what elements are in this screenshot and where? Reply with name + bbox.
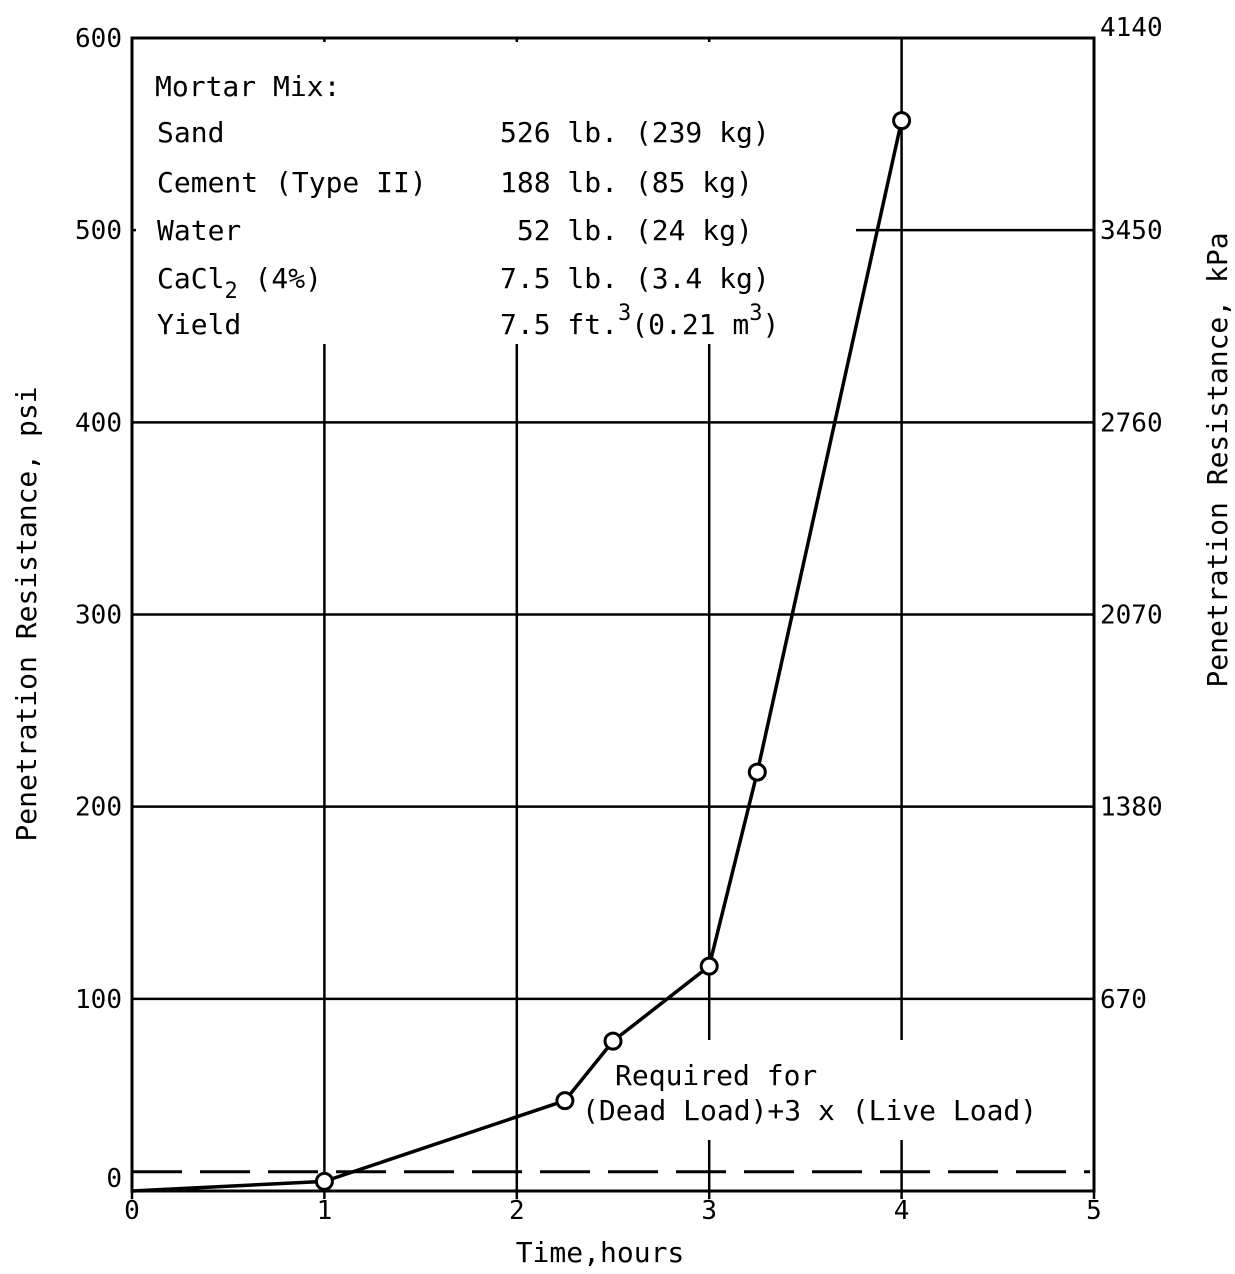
data-point <box>699 956 719 976</box>
data-point <box>555 1091 575 1111</box>
x-tick-label: 2 <box>509 1196 525 1226</box>
y-right-tick-label: 2760 <box>1100 408 1163 438</box>
y-left-tick-labels: 0 100 200 300 400 500 600 <box>75 24 122 1194</box>
mix-label-cacl-after: (4%) <box>238 262 322 295</box>
x-tick-label: 3 <box>701 1196 717 1226</box>
data-point <box>892 111 912 131</box>
yield-value-main: 7.5 ft. <box>500 308 618 341</box>
y-right-tick-label: 3450 <box>1100 216 1163 246</box>
y-right-tick-label: 1380 <box>1100 793 1163 823</box>
y-left-tick-label: 300 <box>75 601 122 631</box>
x-tick-label: 0 <box>124 1196 140 1226</box>
y-axis-label-right: Penetration Resistance, kPa <box>1201 232 1234 687</box>
mix-label-yield: Yield <box>157 308 241 341</box>
annotation-background <box>575 1040 1090 1140</box>
yield-sup-2: 3 <box>749 301 762 326</box>
mix-table-background <box>136 42 856 344</box>
mix-value-water: 52 lb. (24 kg) <box>500 214 753 247</box>
mix-label-cement: Cement (Type II) <box>157 166 427 199</box>
y-left-tick-label: 0 <box>106 1164 122 1194</box>
mix-label-sand: Sand <box>157 116 224 149</box>
annotation-required-line2: (Dead Load)+3 x (Live Load) <box>582 1094 1037 1127</box>
mix-label-cacl-sub: 2 <box>224 279 237 304</box>
data-point <box>603 1031 623 1051</box>
data-point <box>314 1171 334 1191</box>
y-left-tick-label: 200 <box>75 793 122 823</box>
x-tick-labels: 0 1 2 3 4 5 <box>124 1196 1102 1226</box>
y-left-tick-label: 600 <box>75 24 122 54</box>
yield-value-mid: (0.21 m <box>631 308 749 341</box>
y-right-tick-labels: 670 1380 2070 2760 3450 4140 <box>1100 13 1163 1015</box>
mix-value-yield: 7.5 ft.3(0.21 m3) <box>500 301 779 341</box>
series-markers <box>314 111 912 1191</box>
yield-sup-1: 3 <box>618 301 631 326</box>
x-tick-label: 4 <box>894 1196 910 1226</box>
mix-label-cacl: CaCl <box>157 262 224 295</box>
annotation-required-line1: Required for <box>615 1059 817 1092</box>
mix-label-water: Water <box>157 214 241 247</box>
x-axis-label: Time,hours <box>516 1236 685 1269</box>
mix-label-cacl2: CaCl2 (4%) <box>157 262 322 304</box>
mix-title: Mortar Mix: <box>155 70 340 103</box>
mix-value-sand: 526 lb. (239 kg) <box>500 116 770 149</box>
y-left-tick-label: 400 <box>75 408 122 438</box>
data-point <box>747 762 767 782</box>
mix-value-cacl2: 7.5 lb. (3.4 kg) <box>500 262 770 295</box>
mortar-mix-table: Mortar Mix: Sand 526 lb. (239 kg) Cement… <box>155 70 779 341</box>
y-right-tick-label: 2070 <box>1100 601 1163 631</box>
y-left-tick-label: 100 <box>75 985 122 1015</box>
x-tick-label: 1 <box>317 1196 333 1226</box>
y-left-tick-label: 500 <box>75 216 122 246</box>
yield-value-end: ) <box>763 308 780 341</box>
y-right-tick-label: 4140 <box>1100 13 1163 43</box>
y-axis-label-left: Penetration Resistance, psi <box>10 386 43 841</box>
x-tick-label: 5 <box>1086 1196 1102 1226</box>
mix-value-cement: 188 lb. (85 kg) <box>500 166 753 199</box>
y-right-tick-label: 670 <box>1100 985 1147 1015</box>
